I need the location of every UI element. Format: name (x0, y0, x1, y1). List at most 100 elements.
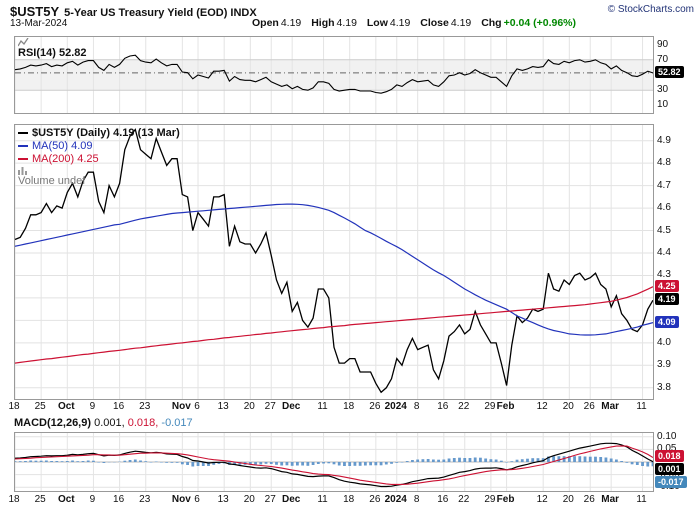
y-tick-label: 10 (657, 99, 669, 111)
x-tick-label: 20 (562, 401, 574, 412)
x-tick-label: 16 (437, 401, 449, 412)
copyright: © StockCharts.com (607, 4, 694, 15)
x-tick-label: 16 (113, 401, 125, 412)
y-tick-label: 4.7 (657, 179, 671, 191)
x-tick-label: 26 (583, 401, 595, 412)
x-tick-label: 20 (243, 401, 255, 412)
x-tick-label: 11 (636, 494, 647, 505)
y-tick-label: 4.5 (657, 224, 671, 236)
legend-price-text: $UST5Y (Daily) 4.19 (13 Mar) (32, 127, 180, 139)
x-tick-label: 11 (317, 494, 328, 505)
chg-value: +0.04 (+0.96%) (503, 17, 576, 29)
x-tick-label: 27 (264, 494, 276, 505)
x-tick-label: 11 (636, 401, 647, 412)
x-tick-label: 2024 (384, 494, 407, 505)
x-tick-label: 2024 (384, 401, 407, 412)
x-tick-label: Dec (281, 401, 301, 412)
x-tick-label: 13 (217, 494, 229, 505)
y-tick-label: 4.9 (657, 134, 671, 146)
y-tick-label: 4.8 (657, 157, 671, 169)
rsi-legend: RSI(14) 52.82 (18, 38, 86, 59)
legend-price-row: $UST5Y (Daily) 4.19 (13 Mar) (18, 127, 180, 140)
y-tick-label: 4.3 (657, 269, 671, 281)
ma50-badge: 4.09 (655, 315, 679, 328)
rsi-label: RSI(14) 52.82 (18, 47, 87, 59)
close-value: 4.19 (450, 17, 472, 29)
macd-value: 0.001, (94, 417, 125, 429)
x-tick-label: 20 (243, 494, 255, 505)
x-tick-label: 8 (413, 401, 420, 412)
x-tick-label: 12 (536, 401, 548, 412)
price-legend: $UST5Y (Daily) 4.19 (13 Mar) MA(50) 4.09… (18, 127, 180, 188)
legend-volume-row: Volume undef (18, 166, 180, 188)
x-tick-label: 26 (369, 401, 381, 412)
high-label: High (311, 17, 335, 29)
x-tick-label: 18 (8, 401, 20, 412)
legend-volume-text: Volume undef (18, 175, 86, 187)
ma200-badge: 4.25 (655, 279, 679, 292)
x-tick-label: Mar (601, 494, 620, 505)
x-tick-label: 25 (34, 494, 46, 505)
low-label: Low (366, 17, 388, 29)
x-tick-label: 11 (317, 401, 328, 412)
x-tick-label: 26 (369, 494, 381, 505)
legend-ma200-text: MA(200) 4.25 (32, 153, 99, 165)
x-tick-label: 9 (89, 401, 96, 412)
y-tick-label: 3.9 (657, 359, 671, 371)
volume-bars-icon (18, 167, 27, 175)
signal-badge: 0.018 (655, 450, 684, 463)
x-tick-label: 18 (8, 494, 20, 505)
close-label: Close (420, 17, 449, 29)
macd-x-axis: 18 25 Oct 9 16 23 Nov 6 13 20 27 Dec 11 18 26 2024 8 16 22… (0, 494, 700, 506)
x-tick-label: 25 (34, 401, 46, 412)
x-tick-label: Feb (496, 494, 515, 505)
header: $UST5Y 5-Year US Treasury Yield (EOD) IND… (10, 3, 257, 21)
x-tick-label: 18 (343, 401, 355, 412)
y-tick-label: 3.8 (657, 381, 671, 393)
legend-ma200-row: MA(200) 4.25 (18, 153, 180, 166)
price-line-swatch (18, 132, 28, 135)
y-tick-label: 4.6 (657, 202, 671, 214)
x-tick-label: 8 (413, 494, 420, 505)
macd-legend: MACD(12,26,9) 0.001, 0.018, -0.017 (14, 417, 193, 429)
x-tick-label: Oct (57, 494, 75, 505)
chg-label: Chg (481, 17, 502, 29)
page-title: 5-Year US Treasury Yield (EOD) INDX (64, 7, 257, 19)
rsi-chart-svg (15, 37, 653, 113)
indicator-icon (18, 38, 29, 47)
y-tick-label: 70 (657, 53, 669, 65)
x-tick-label: Nov (171, 401, 191, 412)
x-tick-label: 18 (343, 494, 355, 505)
x-tick-label: 16 (113, 494, 125, 505)
x-tick-label: 29 (484, 494, 496, 505)
symbol: $UST5Y (10, 4, 60, 19)
price-x-axis: 18 25 Oct 9 16 23 Nov 6 13 20 27 Dec 11 18 26 2024 8 16 22… (0, 401, 700, 413)
price-badge: 4.19 (655, 293, 679, 306)
macd-chart-svg (15, 433, 653, 491)
x-tick-label: 29 (484, 401, 496, 412)
chart-date: 13-Mar-2024 (10, 18, 68, 29)
macd-panel (14, 432, 654, 492)
y-tick-label: 0.05 (657, 443, 677, 455)
high-value: 4.19 (336, 17, 357, 29)
x-tick-label: 6 (194, 494, 200, 505)
hist-badge: -0.017 (655, 476, 687, 489)
x-tick-label: 22 (458, 401, 470, 412)
legend-ma50-row: MA(50) 4.09 (18, 140, 180, 153)
rsi-panel (14, 36, 654, 114)
x-tick-label: Feb (496, 401, 515, 412)
x-tick-label: 23 (139, 494, 151, 505)
macd-badge: 0.001 (655, 463, 684, 476)
y-tick-label: 90 (657, 38, 669, 50)
low-value: 4.19 (389, 17, 411, 29)
hist-value: -0.017 (161, 417, 193, 429)
price-chart-svg (15, 125, 653, 399)
y-tick-label: 4.0 (657, 336, 671, 348)
x-tick-label: 16 (437, 494, 449, 505)
x-tick-label: 12 (536, 494, 548, 505)
legend-ma50-text: MA(50) 4.09 (32, 140, 93, 152)
x-tick-label: 26 (583, 494, 595, 505)
x-tick-label: 13 (217, 401, 229, 412)
x-tick-label: Oct (57, 401, 75, 412)
